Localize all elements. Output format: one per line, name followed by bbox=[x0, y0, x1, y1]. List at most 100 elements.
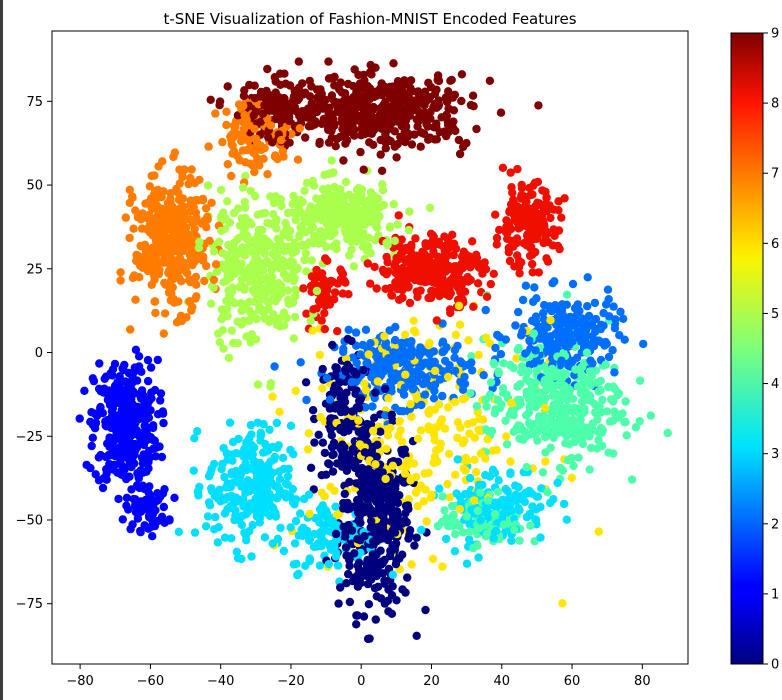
scatter-point-class-8 bbox=[528, 259, 537, 269]
scatter-point-class-8 bbox=[446, 308, 455, 318]
scatter-point-class-5 bbox=[300, 255, 309, 265]
scatter-point-class-8 bbox=[337, 267, 346, 277]
scatter-point-class-2 bbox=[440, 346, 449, 355]
scatter-point-class-7 bbox=[159, 187, 168, 196]
scatter-point-class-2 bbox=[579, 328, 588, 337]
scatter-point-class-9 bbox=[292, 93, 301, 103]
scatter-point-class-4 bbox=[469, 543, 478, 553]
scatter-point-class-0 bbox=[405, 526, 415, 535]
scatter-point-class-4 bbox=[631, 423, 641, 432]
scatter-point-class-4 bbox=[440, 506, 449, 515]
y-tick-label: −50 bbox=[16, 513, 43, 528]
scatter-point-class-1 bbox=[87, 441, 96, 451]
scatter-point-class-3 bbox=[238, 494, 248, 504]
scatter-point-class-3 bbox=[260, 533, 270, 542]
scatter-point-class-1 bbox=[91, 418, 101, 428]
scatter-point-class-3 bbox=[511, 481, 520, 490]
scatter-point-class-1 bbox=[150, 521, 160, 531]
scatter-point-class-9 bbox=[376, 120, 385, 129]
scatter-point-class-4 bbox=[588, 419, 597, 428]
scatter-point-class-5 bbox=[262, 241, 271, 250]
scatter-point-class-9 bbox=[307, 118, 316, 127]
scatter-point-class-3 bbox=[245, 527, 254, 536]
scatter-point-class-9 bbox=[393, 112, 403, 121]
scatter-point-class-7 bbox=[137, 253, 146, 262]
scatter-point-class-6 bbox=[394, 431, 403, 440]
scatter-point-class-9 bbox=[386, 120, 395, 130]
scatter-point-class-8 bbox=[398, 246, 407, 256]
scatter-point-class-8 bbox=[321, 254, 330, 263]
scatter-point-class-5 bbox=[291, 291, 300, 301]
scatter-point-class-5 bbox=[266, 379, 276, 388]
x-tick-label: 0 bbox=[357, 674, 365, 689]
scatter-point-class-2 bbox=[417, 400, 426, 410]
scatter-point-class-4 bbox=[585, 367, 595, 376]
scatter-point-class-5 bbox=[250, 191, 260, 201]
scatter-point-class-9 bbox=[355, 79, 365, 88]
scatter-point-class-3 bbox=[232, 547, 241, 556]
scatter-point-class-9 bbox=[317, 104, 326, 113]
scatter-point-class-0 bbox=[314, 430, 323, 439]
scatter-point-class-2 bbox=[387, 356, 396, 366]
colorbar-tick-label: 2 bbox=[771, 517, 779, 532]
scatter-point-class-8 bbox=[540, 221, 549, 231]
scatter-point-class-9 bbox=[416, 142, 425, 151]
scatter-point-class-0 bbox=[421, 605, 430, 615]
scatter-point-class-9 bbox=[315, 139, 324, 148]
scatter-point-class-3 bbox=[488, 465, 498, 474]
scatter-point-class-5 bbox=[228, 239, 237, 249]
scatter-point-class-5 bbox=[306, 316, 315, 325]
scatter-point-class-0 bbox=[308, 406, 318, 415]
scatter-point-class-8 bbox=[419, 272, 428, 281]
scatter-point-class-2 bbox=[390, 372, 400, 381]
scatter-point-class-0 bbox=[384, 487, 393, 496]
scatter-point-class-7 bbox=[270, 152, 280, 161]
scatter-point-class-8 bbox=[406, 263, 416, 272]
scatter-point-class-4 bbox=[465, 527, 474, 537]
scatter-point-class-5 bbox=[326, 232, 335, 241]
scatter-point-class-0 bbox=[328, 467, 338, 476]
scatter-point-class-7 bbox=[160, 231, 170, 240]
scatter-point-class-4 bbox=[514, 425, 523, 434]
scatter-point-class-6 bbox=[402, 462, 412, 471]
scatter-point-class-8 bbox=[489, 269, 498, 278]
scatter-point-class-7 bbox=[199, 252, 208, 261]
scatter-point-class-1 bbox=[134, 352, 144, 361]
scatter-point-class-8 bbox=[451, 244, 461, 253]
scatter-point-class-4 bbox=[489, 358, 498, 368]
scatter-point-class-9 bbox=[223, 82, 232, 91]
scatter-point-class-3 bbox=[315, 505, 325, 514]
scatter-point-class-7 bbox=[186, 255, 195, 264]
scatter-point-class-6 bbox=[275, 407, 284, 416]
scatter-point-class-2 bbox=[429, 347, 439, 356]
scatter-point-class-0 bbox=[345, 461, 354, 470]
scatter-point-class-8 bbox=[481, 265, 491, 274]
scatter-point-class-3 bbox=[237, 554, 246, 564]
scatter-point-class-9 bbox=[413, 88, 423, 98]
scatter-point-class-7 bbox=[178, 172, 187, 182]
scatter-point-class-4 bbox=[618, 409, 627, 418]
scatter-point-class-1 bbox=[95, 359, 104, 368]
scatter-point-class-9 bbox=[350, 131, 359, 140]
scatter-point-class-2 bbox=[568, 356, 577, 366]
scatter-point-class-4 bbox=[490, 510, 500, 519]
scatter-point-class-2 bbox=[322, 373, 332, 383]
scatter-point-class-6 bbox=[395, 416, 404, 426]
scatter-point-class-9 bbox=[327, 91, 337, 100]
scatter-point-class-8 bbox=[372, 284, 381, 293]
scatter-point-class-6 bbox=[409, 459, 419, 468]
scatter-point-class-8 bbox=[506, 168, 515, 177]
scatter-point-class-9 bbox=[301, 88, 310, 97]
scatter-point-class-7 bbox=[169, 152, 178, 162]
scatter-point-class-3 bbox=[237, 482, 246, 491]
scatter-point-class-3 bbox=[388, 570, 397, 579]
scatter-point-class-5 bbox=[245, 240, 254, 249]
scatter-point-class-9 bbox=[451, 126, 460, 136]
scatter-point-class-3 bbox=[265, 425, 274, 434]
scatter-point-class-4 bbox=[540, 394, 550, 404]
scatter-point-class-1 bbox=[102, 422, 111, 431]
scatter-point-class-4 bbox=[622, 431, 631, 440]
scatter-point-class-8 bbox=[424, 260, 433, 269]
scatter-point-class-7 bbox=[200, 276, 209, 286]
scatter-point-class-1 bbox=[139, 406, 148, 415]
